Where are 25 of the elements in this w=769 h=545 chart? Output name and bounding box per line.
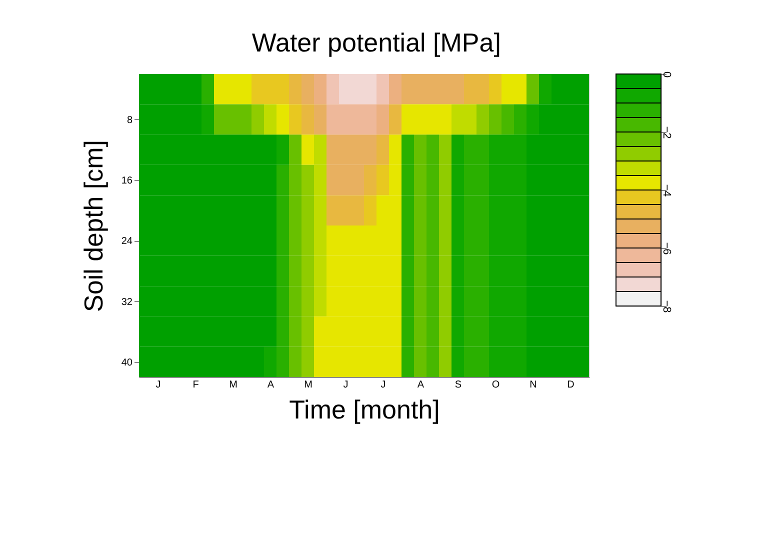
y-tick-label: 32 bbox=[121, 296, 133, 308]
x-tick-label: F bbox=[192, 380, 199, 390]
x-axis-title: Time [month] bbox=[289, 394, 440, 424]
color-bar-label: −2 bbox=[660, 126, 672, 139]
y-tick-label: 16 bbox=[121, 176, 133, 187]
y-tick-label: 24 bbox=[121, 236, 133, 248]
x-tick-label: M bbox=[304, 380, 312, 390]
color-bar-label: −4 bbox=[660, 184, 672, 197]
x-tick-label: A bbox=[267, 380, 274, 390]
x-tick-label: J bbox=[343, 380, 348, 390]
color-bar-label: 0 bbox=[660, 71, 672, 78]
y-tick-label: 40 bbox=[121, 357, 133, 368]
x-tick-label: J bbox=[380, 380, 386, 390]
x-tick-label: J bbox=[156, 380, 161, 390]
x-tick-label: M bbox=[229, 380, 238, 390]
chart-title: Water potential [MPa] bbox=[252, 27, 501, 58]
x-tick-label: O bbox=[492, 380, 500, 390]
x-tick-label: S bbox=[454, 380, 462, 390]
x-tick-label: N bbox=[530, 380, 537, 390]
y-axis-title: Soil depth [cm] bbox=[78, 140, 108, 312]
x-tick-label: A bbox=[417, 380, 424, 390]
x-tick-label: D bbox=[567, 380, 574, 390]
color-bar-label: −6 bbox=[660, 242, 672, 255]
color-bar-label: −8 bbox=[660, 300, 672, 313]
y-tick-label: 8 bbox=[126, 114, 133, 126]
